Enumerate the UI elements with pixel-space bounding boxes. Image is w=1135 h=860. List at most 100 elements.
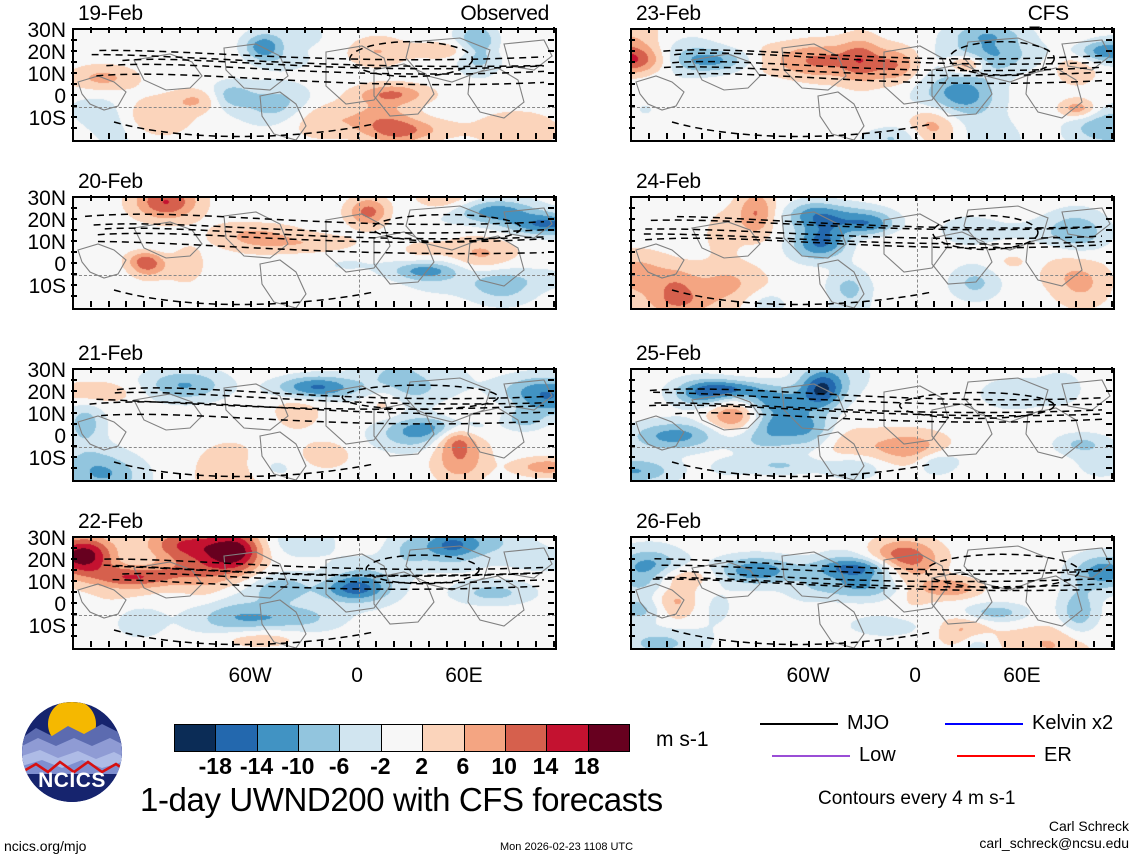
map-overlay: [635, 205, 1111, 308]
y-tick-label: 0: [54, 425, 66, 448]
y-tick-label: 30N: [27, 19, 66, 42]
colorbar-tick-label: 14: [532, 753, 559, 779]
map-overlay: [635, 545, 1111, 648]
coastlines: [77, 37, 553, 140]
y-axis-labels: 30N 20N 10N 0 10S: [4, 528, 66, 638]
y-tick-label: 20N: [27, 549, 66, 572]
map-panel: [72, 196, 557, 310]
equator-line: [632, 447, 1113, 448]
colorbar-tick-label: -2: [370, 753, 391, 779]
y-tick-label: 20N: [27, 41, 66, 64]
coastlines: [635, 545, 1111, 648]
y-tick-label: 30N: [27, 187, 66, 210]
negative-contours: [89, 384, 545, 478]
y-tick-label: 10N: [27, 63, 66, 86]
coastlines: [635, 377, 1111, 480]
colorbar-tick-label: -6: [328, 753, 350, 779]
negative-contours: [103, 554, 545, 646]
legend-label: ER: [1044, 744, 1072, 766]
prime-meridian-line: [359, 370, 360, 480]
legend-line-swatch: [945, 722, 1023, 725]
negative-contours: [643, 214, 1103, 306]
colorbar-swatch: [588, 725, 629, 751]
y-tick-label: 30N: [27, 527, 66, 550]
colorbar-swatch: [381, 725, 424, 751]
author-email: carl_schreck@ncsu.edu: [979, 835, 1129, 851]
legend-line-swatch: [772, 754, 850, 757]
equator-line: [632, 107, 1113, 108]
colorbar-tick-label: 6: [456, 753, 470, 779]
contours-note: Contours every 4 m s-1: [818, 788, 1016, 809]
coastlines: [635, 37, 1111, 140]
negative-contours: [663, 40, 1103, 138]
colorbar-swatch: [505, 725, 548, 751]
colorbar-unit-label: m s-1: [656, 728, 709, 751]
author-name: Carl Schreck: [1048, 818, 1129, 834]
x-tick-label: 60W: [786, 664, 830, 687]
author-credit: Carl Schreck carl_schreck@ncsu.edu: [979, 818, 1129, 852]
negative-contours: [652, 553, 1103, 646]
prime-meridian-line: [359, 30, 360, 140]
x-tick-label: 0: [351, 664, 363, 687]
map-overlay: [77, 205, 553, 308]
colorbar-tick-label: 10: [491, 753, 517, 779]
colorbar-swatch: [547, 725, 589, 751]
y-axis-labels: 30N 20N 10N 0 10S: [4, 188, 66, 298]
prime-meridian-line: [917, 198, 918, 308]
legend-item: Low: [772, 744, 896, 767]
panel-date-label: 20-Feb: [78, 170, 143, 193]
y-tick-label: 10N: [27, 403, 66, 426]
colorbar-swatch: [257, 725, 300, 751]
y-tick-label: 0: [54, 85, 66, 108]
negative-contours: [649, 388, 1103, 478]
map-panel: [630, 536, 1115, 650]
legend-label: Low: [859, 744, 896, 766]
y-tick-label: 10N: [27, 571, 66, 594]
colorbar-tick-label: 18: [573, 753, 600, 779]
map-overlay: [77, 545, 553, 648]
map-panel: [630, 196, 1115, 310]
panel-date-label: 19-Feb: [78, 2, 143, 25]
legend-item: Kelvin x2: [945, 712, 1113, 735]
y-tick-label: 30N: [27, 359, 66, 382]
map-panel: [72, 536, 557, 650]
negative-contours: [91, 40, 545, 138]
map-overlay: [635, 377, 1111, 480]
prime-meridian-line: [917, 538, 918, 648]
colorbar-tick-label: 2: [415, 753, 429, 779]
x-axis-labels: 60W 0 60E: [630, 664, 1111, 690]
panel-date-label: 25-Feb: [636, 342, 701, 365]
colorbar-swatch: [175, 725, 217, 751]
y-tick-label: 10S: [28, 107, 66, 130]
colorbar-tick-labels: -18 -14 -10 -6 -2 2 6 10 14 18: [174, 753, 628, 781]
equator-line: [74, 615, 555, 616]
colorbar-swatch: [423, 725, 465, 751]
panel-date-label: 22-Feb: [78, 510, 143, 533]
coastlines: [635, 205, 1111, 308]
ncics-logo: NCICS: [22, 702, 122, 802]
legend-label: Kelvin x2: [1032, 712, 1114, 734]
timestamp: Mon 2026-02-23 1108 UTC: [500, 841, 634, 853]
y-axis-labels: 30N 20N 10N 0 10S: [4, 360, 66, 470]
page-title: 1-day UWND200 with CFS forecasts: [140, 781, 663, 818]
map-panel: [72, 368, 557, 482]
ncics-logo-text: NCICS: [38, 769, 106, 792]
x-tick-label: 60E: [1003, 664, 1041, 687]
coastlines: [77, 377, 553, 480]
x-axis-labels: 60W 0 60E: [72, 664, 553, 690]
legend-item: MJO: [760, 712, 889, 735]
map-panel: [630, 368, 1115, 482]
map-overlay: [77, 37, 553, 140]
coastlines: [77, 545, 553, 648]
legend-line-swatch: [760, 722, 838, 725]
y-tick-label: 10S: [28, 275, 66, 298]
prime-meridian-line: [359, 538, 360, 648]
legend-item: ER: [957, 744, 1072, 767]
panel-date-label: 21-Feb: [78, 342, 143, 365]
equator-line: [632, 275, 1113, 276]
ncics-logo-graphic: [22, 702, 122, 802]
map-overlay: [635, 37, 1111, 140]
colorbar-tick-label: -18: [198, 753, 232, 779]
map-overlay: [77, 377, 553, 480]
map-panel: [72, 28, 557, 142]
